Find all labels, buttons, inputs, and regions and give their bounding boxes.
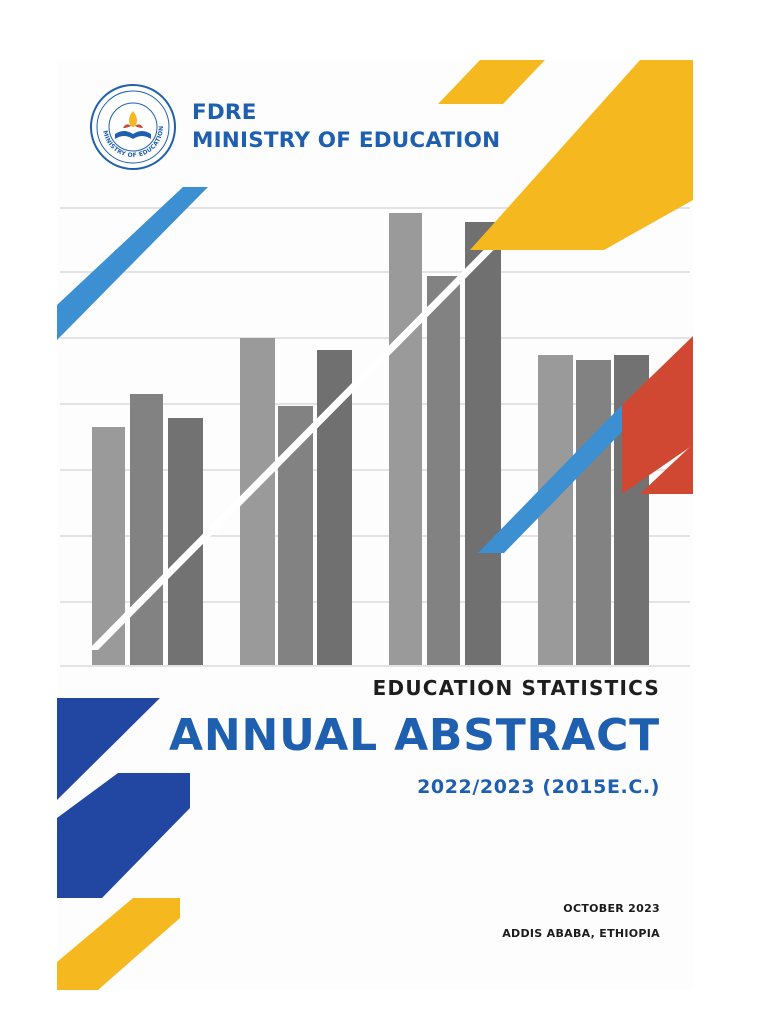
organization-name: FDRE MINISTRY OF EDUCATION bbox=[192, 99, 500, 155]
org-line-1: FDRE bbox=[192, 100, 257, 125]
yellow-corner bbox=[57, 898, 180, 990]
ministry-seal-logo: MINISTRY OF EDUCATION bbox=[90, 84, 176, 170]
bar bbox=[130, 394, 163, 665]
org-line-2: MINISTRY OF EDUCATION bbox=[192, 128, 501, 153]
publication-place: ADDIS ABABA, ETHIOPIA bbox=[502, 927, 660, 940]
report-title: ANNUAL ABSTRACT bbox=[168, 710, 660, 761]
yellow-band-top bbox=[438, 60, 545, 104]
publication-date: OCTOBER 2023 bbox=[563, 902, 660, 915]
yellow-band-main bbox=[470, 60, 693, 250]
chart-bars bbox=[92, 213, 649, 665]
bar bbox=[465, 222, 501, 665]
bar bbox=[576, 360, 611, 665]
red-shape-large bbox=[622, 336, 693, 494]
blue-shape-bottom bbox=[57, 773, 190, 898]
blue-stripe-right bbox=[478, 405, 648, 553]
red-shape-small bbox=[640, 444, 693, 494]
blue-shape-top bbox=[57, 698, 160, 800]
blue-stripe-left bbox=[57, 187, 208, 340]
report-year: 2022/2023 (2015E.C.) bbox=[417, 776, 660, 798]
bar bbox=[389, 213, 422, 665]
bar bbox=[427, 276, 460, 665]
bar bbox=[240, 338, 275, 665]
report-series-label: EDUCATION STATISTICS bbox=[372, 676, 660, 700]
